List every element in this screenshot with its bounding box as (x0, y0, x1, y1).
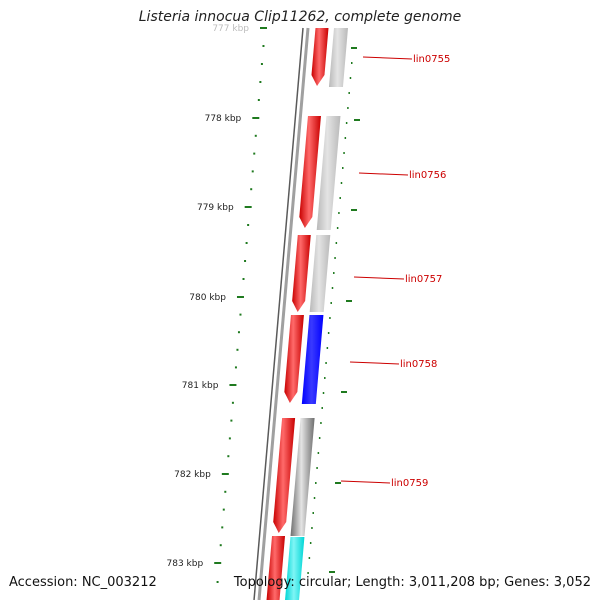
forward-gene-arrow[interactable] (311, 28, 329, 86)
forward-gene-arrow[interactable] (273, 418, 296, 533)
gene-feature-bar[interactable] (316, 116, 341, 230)
gene-labels: lin0755 lin0756 lin0757 lin0758 lin0759 (340, 54, 450, 489)
ruler-tick-label: 779 kbp (197, 203, 234, 213)
forward-gene-arrow[interactable] (292, 235, 311, 312)
gene-label-line (349, 361, 400, 365)
genome-summary: Topology: circular; Length: 3,011,208 bp… (233, 575, 591, 590)
ruler-tick-label: 778 kbp (205, 114, 242, 124)
forward-gene-arrow[interactable] (299, 116, 321, 228)
gene-label-line (340, 480, 391, 484)
gene-label-line (362, 56, 413, 60)
accession-text: Accession: NC_003212 (9, 575, 157, 590)
gene-label[interactable]: lin0759 (391, 478, 428, 489)
gene-label-line (353, 276, 405, 280)
gene-feature-bar[interactable] (328, 28, 348, 87)
gene-label[interactable]: lin0756 (409, 170, 446, 181)
gene-feature-bar[interactable] (301, 315, 324, 404)
forward-gene-track (266, 28, 329, 600)
map-title: Listeria innocua Clip11262, complete gen… (138, 9, 462, 25)
ruler-tick-label: 782 kbp (174, 470, 211, 480)
gene-feature-bar[interactable] (285, 537, 305, 600)
gene-feature-bar[interactable] (290, 418, 315, 536)
forward-gene-arrow[interactable] (266, 536, 286, 600)
ruler-tick-label: 781 kbp (182, 381, 219, 391)
gene-label-line (358, 172, 409, 176)
gene-label[interactable]: lin0755 (413, 54, 450, 65)
gene-label[interactable]: lin0758 (400, 359, 437, 370)
forward-gene-arrow[interactable] (284, 315, 304, 403)
ruler-tick-label: 777 kbp (212, 24, 249, 34)
ruler-tick-label: 783 kbp (167, 559, 204, 569)
backbone-line (257, 27, 310, 600)
backbone-track (253, 27, 310, 600)
backbone-line (253, 27, 304, 600)
ruler-tick-label: 780 kbp (189, 293, 226, 303)
gene-feature-bar[interactable] (309, 235, 331, 312)
ruler-track: 777 kbp 778 kbp 779 kbp 780 kbp 781 kbp 782 k… (167, 24, 267, 583)
feature-track (285, 28, 360, 600)
gene-label[interactable]: lin0757 (405, 274, 442, 285)
